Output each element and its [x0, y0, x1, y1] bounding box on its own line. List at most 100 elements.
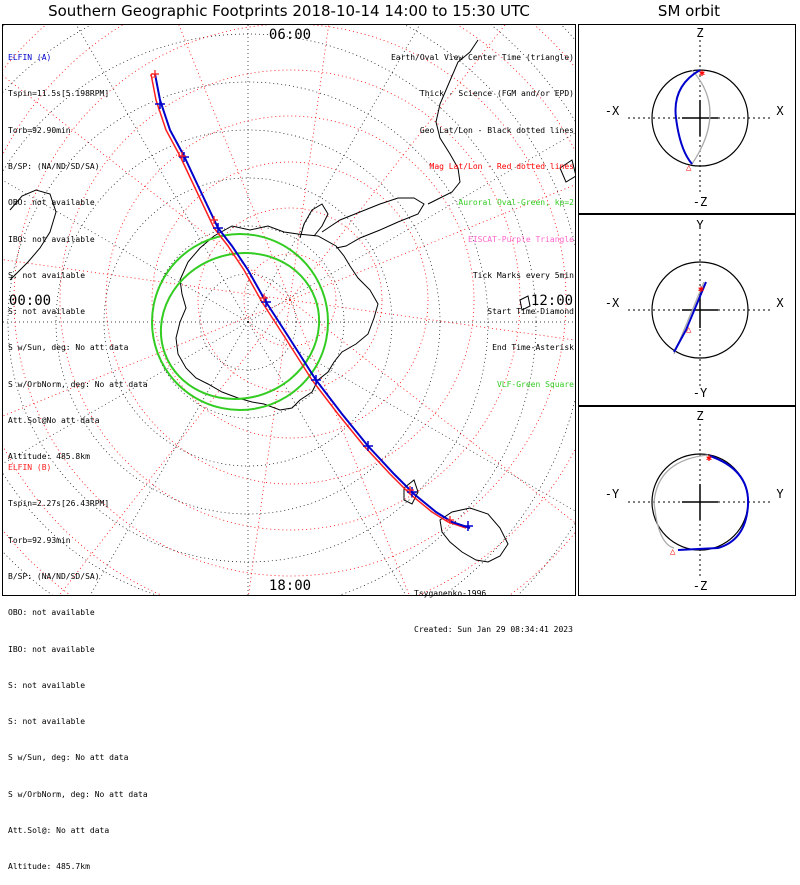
start-diamond-marker: ◇	[150, 71, 156, 81]
axis-label-top: Z	[696, 26, 703, 40]
elfin-a-line: B/SP: (NA/ND/SD/SA)	[8, 162, 100, 172]
geo-lat-lon-grid	[3, 25, 575, 595]
elfin-b-line: Torb=92.93min	[8, 535, 71, 545]
elfin-b-line: S: not available	[8, 680, 86, 690]
orbit-blue	[674, 69, 701, 165]
elfin-a-line: Altitude: 485.8km	[8, 452, 90, 462]
sm-panel-yz-frame	[578, 406, 796, 596]
footprint-map-frame	[2, 24, 576, 596]
axis-label-top: Z	[696, 409, 703, 423]
elfin-a-line: IBO: not available	[8, 234, 95, 244]
axis-label-left: -X	[605, 104, 620, 118]
elfin-a-line: OBO: not available	[8, 198, 95, 208]
orbit-start-marker: ✱	[706, 453, 712, 464]
chart-title: Southern Geographic Footprints 2018-10-1…	[48, 2, 530, 20]
sm-orbit-title: SM orbit	[657, 2, 721, 20]
hour-label-top: 06:00	[269, 27, 311, 43]
satellite-tracks: ◇	[150, 70, 473, 531]
legend-item: Earth/Oval View Center Time (triangle)	[390, 53, 574, 63]
elfin-a-info: ELFIN (A) Tspin=11.5s[5.198RPM] Torb=92.…	[8, 28, 148, 475]
mag-latitude-circle	[197, 207, 383, 393]
mag-longitude-line	[3, 259, 291, 301]
geo-longitude-line	[3, 321, 249, 464]
axis-label-left: -X	[605, 296, 620, 310]
elfin-b-line: S w/Sun, deg: No att data	[8, 753, 129, 763]
elfin-b-line: S: not available	[8, 717, 86, 727]
mag-longitude-line	[289, 25, 330, 301]
geo-longitude-line	[247, 321, 407, 595]
africa-coastline	[9, 189, 57, 281]
axis-label-bottom: -Z	[693, 579, 707, 593]
coastlines	[9, 39, 575, 563]
elfin-b-line: Tspin=2.27s[26.43RPM]	[8, 499, 110, 509]
mag-longitude-line	[248, 299, 291, 595]
australia-coastline	[439, 507, 509, 563]
mag-lat-lon-grid	[3, 25, 575, 595]
geo-longitude-line	[89, 321, 249, 595]
axis-label-bottom: -Y	[693, 386, 708, 400]
orbit-start-marker: ✱	[699, 68, 705, 79]
orbit-blue	[673, 281, 707, 353]
elfin-a-track	[154, 73, 471, 529]
elfin-b-info: ELFIN (B) Tspin=2.27s[26.43RPM] Torb=92.…	[8, 438, 148, 885]
elfin-b-line: S w/OrbNorm, deg: No att data	[8, 789, 148, 799]
sm-panel-xy: Y -Y -X X ✱ △	[605, 218, 785, 400]
auroral-oval-inner	[159, 252, 321, 400]
geo-longitude-line	[247, 132, 575, 323]
elfin-b-track	[150, 73, 467, 529]
axis-label-bottom: -Z	[693, 195, 707, 209]
geo-longitude-line	[3, 180, 249, 323]
orbit-end-marker: △	[686, 325, 692, 335]
sm-panel-xz: Z -Z -X X ✱ △	[605, 26, 785, 209]
axis-label-right: Y	[776, 487, 784, 501]
orbit-end-marker: △	[670, 547, 676, 557]
legend-item: End Time-Asterisk	[492, 343, 574, 353]
mag-longitude-line	[289, 184, 575, 301]
elfin-a-line: S: not available	[8, 270, 86, 280]
orbit-gray	[691, 69, 711, 165]
sm-panel-xz-frame	[578, 24, 796, 214]
legend-item: Thick - Science (FGM and/or EPD)	[419, 89, 574, 99]
mag-longitude-line	[59, 299, 291, 595]
elfin-b-line: OBO: not available	[8, 608, 95, 618]
antarctica-coastline	[175, 225, 379, 411]
elfin-a-line: Att.Sol@No att data	[8, 416, 100, 425]
elfin-b-line: B/SP: (NA/ND/SD/SA)	[8, 572, 100, 582]
legend-item: Tick Marks every 5min	[472, 270, 574, 280]
footer-created: Created: Sun Jan 29 08:34:41 2023	[414, 625, 573, 635]
mag-latitude-circle	[105, 115, 475, 485]
legend-item: Mag Lat/Lon - Red dotted lines	[429, 162, 575, 172]
mag-longitude-line	[178, 25, 291, 301]
orbit-blue	[677, 455, 750, 551]
mag-latitude-circle	[13, 25, 567, 577]
legend-item: EISCAT-Purple Triangle	[468, 234, 574, 244]
footer-model: Tsyganenko-1996	[414, 589, 487, 599]
earth-circle	[651, 261, 749, 359]
axis-label-right: X	[776, 296, 784, 310]
sm-panel-xy-frame	[578, 214, 796, 406]
mag-latitude-circle	[151, 161, 429, 439]
elfin-a-header: ELFIN (A)	[8, 53, 52, 63]
orbit-end-marker: △	[686, 163, 692, 173]
elfin-b-line: IBO: not available	[8, 644, 95, 654]
elfin-a-line: Tspin=11.5s[5.198RPM]	[8, 89, 110, 99]
legend-item: Geo Lat/Lon - Black dotted lines	[419, 125, 574, 135]
hour-label-bottom: 18:00	[269, 578, 311, 594]
elfin-a-line: S w/Sun, deg: No att data	[8, 343, 129, 353]
legend-item: VLF-Green Square	[496, 379, 574, 389]
south-america-coastline	[321, 197, 425, 249]
axis-label-top: Y	[696, 218, 704, 232]
south-america-tip	[427, 39, 479, 205]
orbit-start-marker: ✱	[698, 284, 704, 295]
sm-orbit-panels: Z -Z -X X ✱ △ Y -Y -X X ✱ △ Z -Z -Y Y	[605, 26, 785, 593]
elfin-b-line: Att.Sol@: No att data	[8, 826, 110, 835]
axis-label-right: X	[776, 104, 784, 118]
elfin-a-line: S: not available	[8, 307, 86, 317]
mag-longitude-line	[289, 299, 410, 595]
legend-item: Auroral Oval-Green, kp=2	[458, 198, 574, 208]
footprint-map: ◇ 06:00 00:00 12:00 18:00	[3, 25, 575, 595]
legend: Earth/Oval View Center Time (triangle) T…	[391, 28, 574, 403]
mag-longitude-line	[289, 299, 575, 524]
sm-panel-yz: Z -Z -Y Y ✱ △	[605, 409, 785, 593]
hour-label-left: 00:00	[9, 293, 51, 309]
